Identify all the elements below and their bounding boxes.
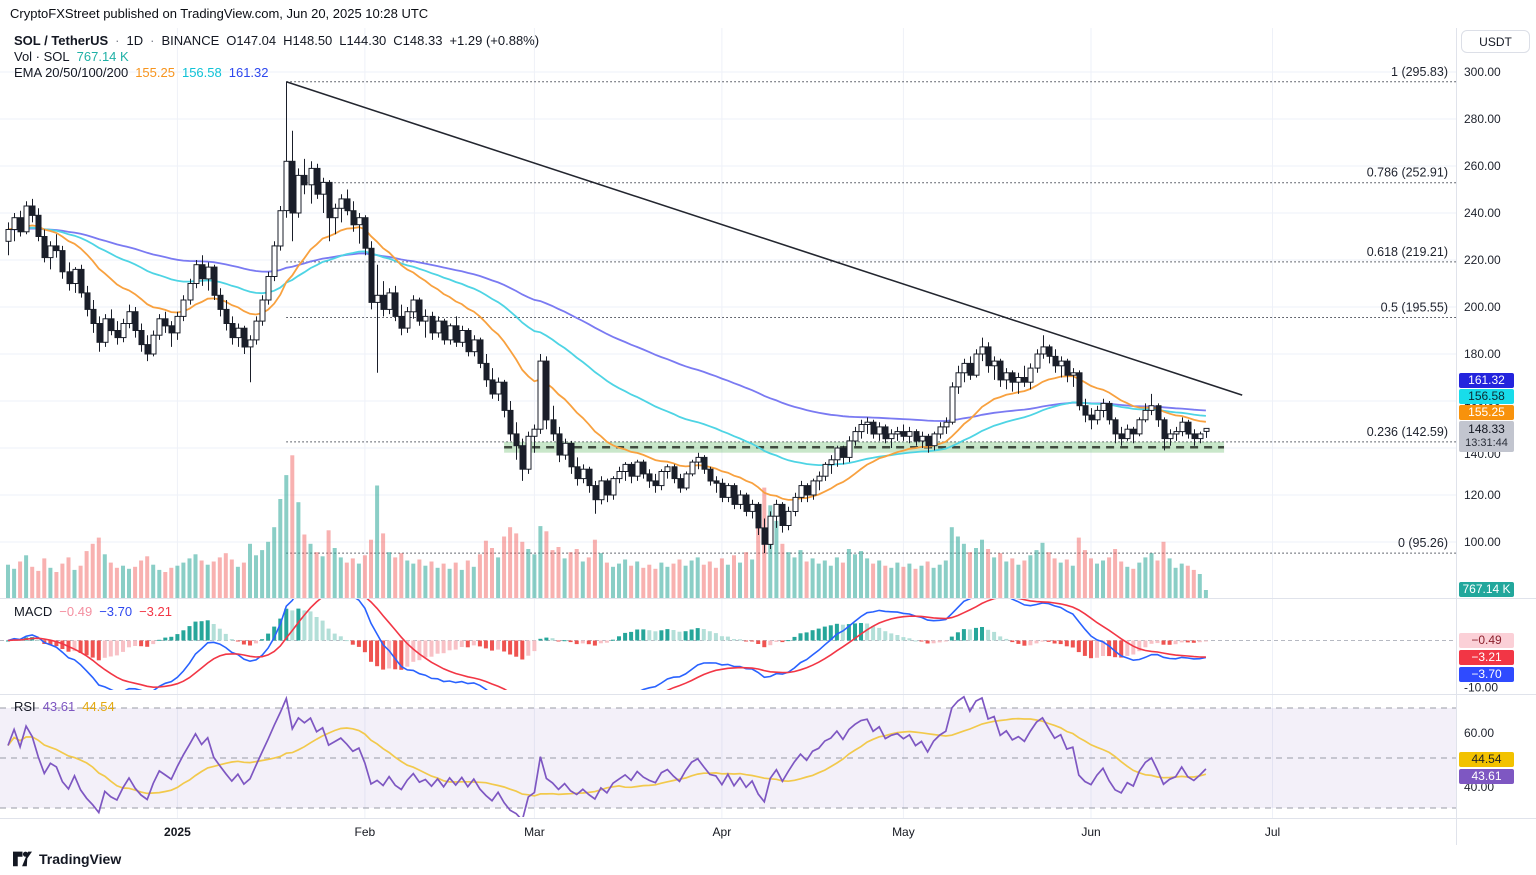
fib-label: 0.5 (195.55) [1381, 301, 1448, 315]
gridlines [0, 28, 1456, 818]
ohlc-open: O147.04 [226, 33, 277, 48]
fib-label: 0.236 (142.59) [1367, 425, 1448, 439]
price-tick: 180.00 [1464, 347, 1501, 361]
month-label: May [892, 825, 915, 839]
price-tick: 280.00 [1464, 112, 1501, 126]
ohlc-high: H148.50 [283, 33, 333, 48]
macd-tick: -10.00 [1464, 680, 1498, 694]
volume-label: Vol · SOL [14, 49, 70, 64]
candles [5, 81, 1210, 554]
ema20-value: 155.25 [135, 65, 175, 80]
ohlc-low: L144.30 [339, 33, 387, 48]
tradingview-logo-text: TradingView [39, 850, 122, 867]
change-value: +1.29 (+0.88%) [449, 33, 540, 48]
ema50-price-badge: 156.58 [1459, 389, 1514, 404]
legend-separator: · [150, 33, 155, 48]
month-label: Mar [524, 825, 545, 839]
ema50-value: 156.58 [181, 65, 222, 80]
ema-legend-row[interactable]: EMA 20/50/100/200 155.25 156.58 161.32 [14, 65, 269, 80]
month-label: Feb [355, 825, 376, 839]
pane-separators [0, 28, 1536, 845]
rsi-lines [7, 695, 1207, 817]
rsi-label: RSI [14, 699, 36, 714]
price-tick: 120.00 [1464, 488, 1501, 502]
month-label: 2025 [164, 825, 191, 839]
price-tick: 260.00 [1464, 159, 1501, 173]
volume-legend-row[interactable]: Vol · SOL 767.14 K [14, 49, 129, 64]
rsi-legend-row[interactable]: RSI 43.61 44.54 [14, 699, 115, 714]
macd-line-value: −3.70 [99, 604, 133, 619]
macd-label: MACD [14, 604, 53, 619]
macd-signal-badge: −3.21 [1459, 650, 1514, 665]
attribution-text: CryptoFXStreet published on TradingView.… [10, 6, 429, 21]
last-price-value: 148.33 [1468, 422, 1505, 436]
price-tick: 240.00 [1464, 206, 1501, 220]
ema-label: EMA 20/50/100/200 [14, 65, 129, 80]
last-price-badge: 148.33 13:31:44 [1459, 421, 1514, 452]
interval-label: 1D [126, 33, 144, 48]
currency-button[interactable]: USDT [1461, 30, 1530, 53]
time-axis[interactable]: 2025 Feb Mar Apr May Jun Jul [164, 825, 1280, 839]
ema100-price-badge: 161.32 [1459, 373, 1514, 388]
month-label: Apr [713, 825, 732, 839]
macd-legend-row[interactable]: MACD −0.49 −3.70 −3.21 [14, 604, 172, 619]
symbol-name: SOL / TetherUS [14, 33, 109, 48]
month-label: Jul [1265, 825, 1280, 839]
fib-label: 0.786 (252.91) [1367, 166, 1448, 180]
rsi-ma-value: 44.54 [82, 699, 115, 714]
price-tick: 220.00 [1464, 253, 1501, 267]
rsi-ma-badge: 44.54 [1459, 752, 1514, 767]
descending-trendline[interactable] [286, 81, 1243, 396]
macd-hist-value: −0.49 [59, 604, 93, 619]
fib-label: 0.618 (219.21) [1367, 245, 1448, 259]
macd-line-badge: −3.70 [1459, 667, 1514, 682]
ema50-line [7, 226, 1206, 467]
rsi-ma-line [7, 717, 1207, 797]
ema20-line [7, 224, 1207, 501]
macd-lines [7, 599, 1207, 690]
volume-badge: 767.14 K [1459, 582, 1514, 597]
rsi-badge: 43.61 [1459, 769, 1514, 784]
price-tick: 300.00 [1464, 65, 1501, 79]
ema20-price-badge: 155.25 [1459, 405, 1514, 420]
ohlc-close: C148.33 [393, 33, 443, 48]
symbol-legend-row[interactable]: SOL / TetherUS · 1D · BINANCE O147.04 H1… [14, 33, 539, 48]
rsi-band [0, 707, 1456, 809]
bar-countdown: 13:31:44 [1465, 437, 1508, 449]
exchange-label: BINANCE [161, 33, 220, 48]
fib-label: 0 (95.26) [1398, 536, 1448, 550]
support-zone [504, 441, 1225, 453]
price-tick: 100.00 [1464, 535, 1501, 549]
ema100-value: 161.32 [228, 65, 269, 80]
fib-label: 1 (295.83) [1391, 65, 1448, 79]
month-label: Jun [1081, 825, 1100, 839]
rsi-line [7, 695, 1207, 817]
rsi-value: 43.61 [42, 699, 76, 714]
price-tick: 200.00 [1464, 300, 1501, 314]
tradingview-logo[interactable]: TradingView [12, 849, 121, 868]
tradingview-logo-icon [13, 851, 32, 867]
ema100-line [7, 227, 1206, 422]
macd-hist-badge: −0.49 [1459, 633, 1514, 648]
volume-bars [6, 455, 1208, 599]
legend-separator: · [115, 33, 120, 48]
fib-retracement: 1 (295.83) 0.786 (252.91) 0.618 (219.21) 0.… [286, 65, 1456, 554]
ema-lines [7, 224, 1207, 501]
macd-line [7, 599, 1207, 690]
volume-value: 767.14 K [76, 49, 129, 64]
macd-histogram [6, 608, 1208, 670]
rsi-tick: 60.00 [1464, 726, 1494, 740]
macd-signal-value: −3.21 [139, 604, 172, 619]
macd-signal-line [7, 599, 1206, 690]
